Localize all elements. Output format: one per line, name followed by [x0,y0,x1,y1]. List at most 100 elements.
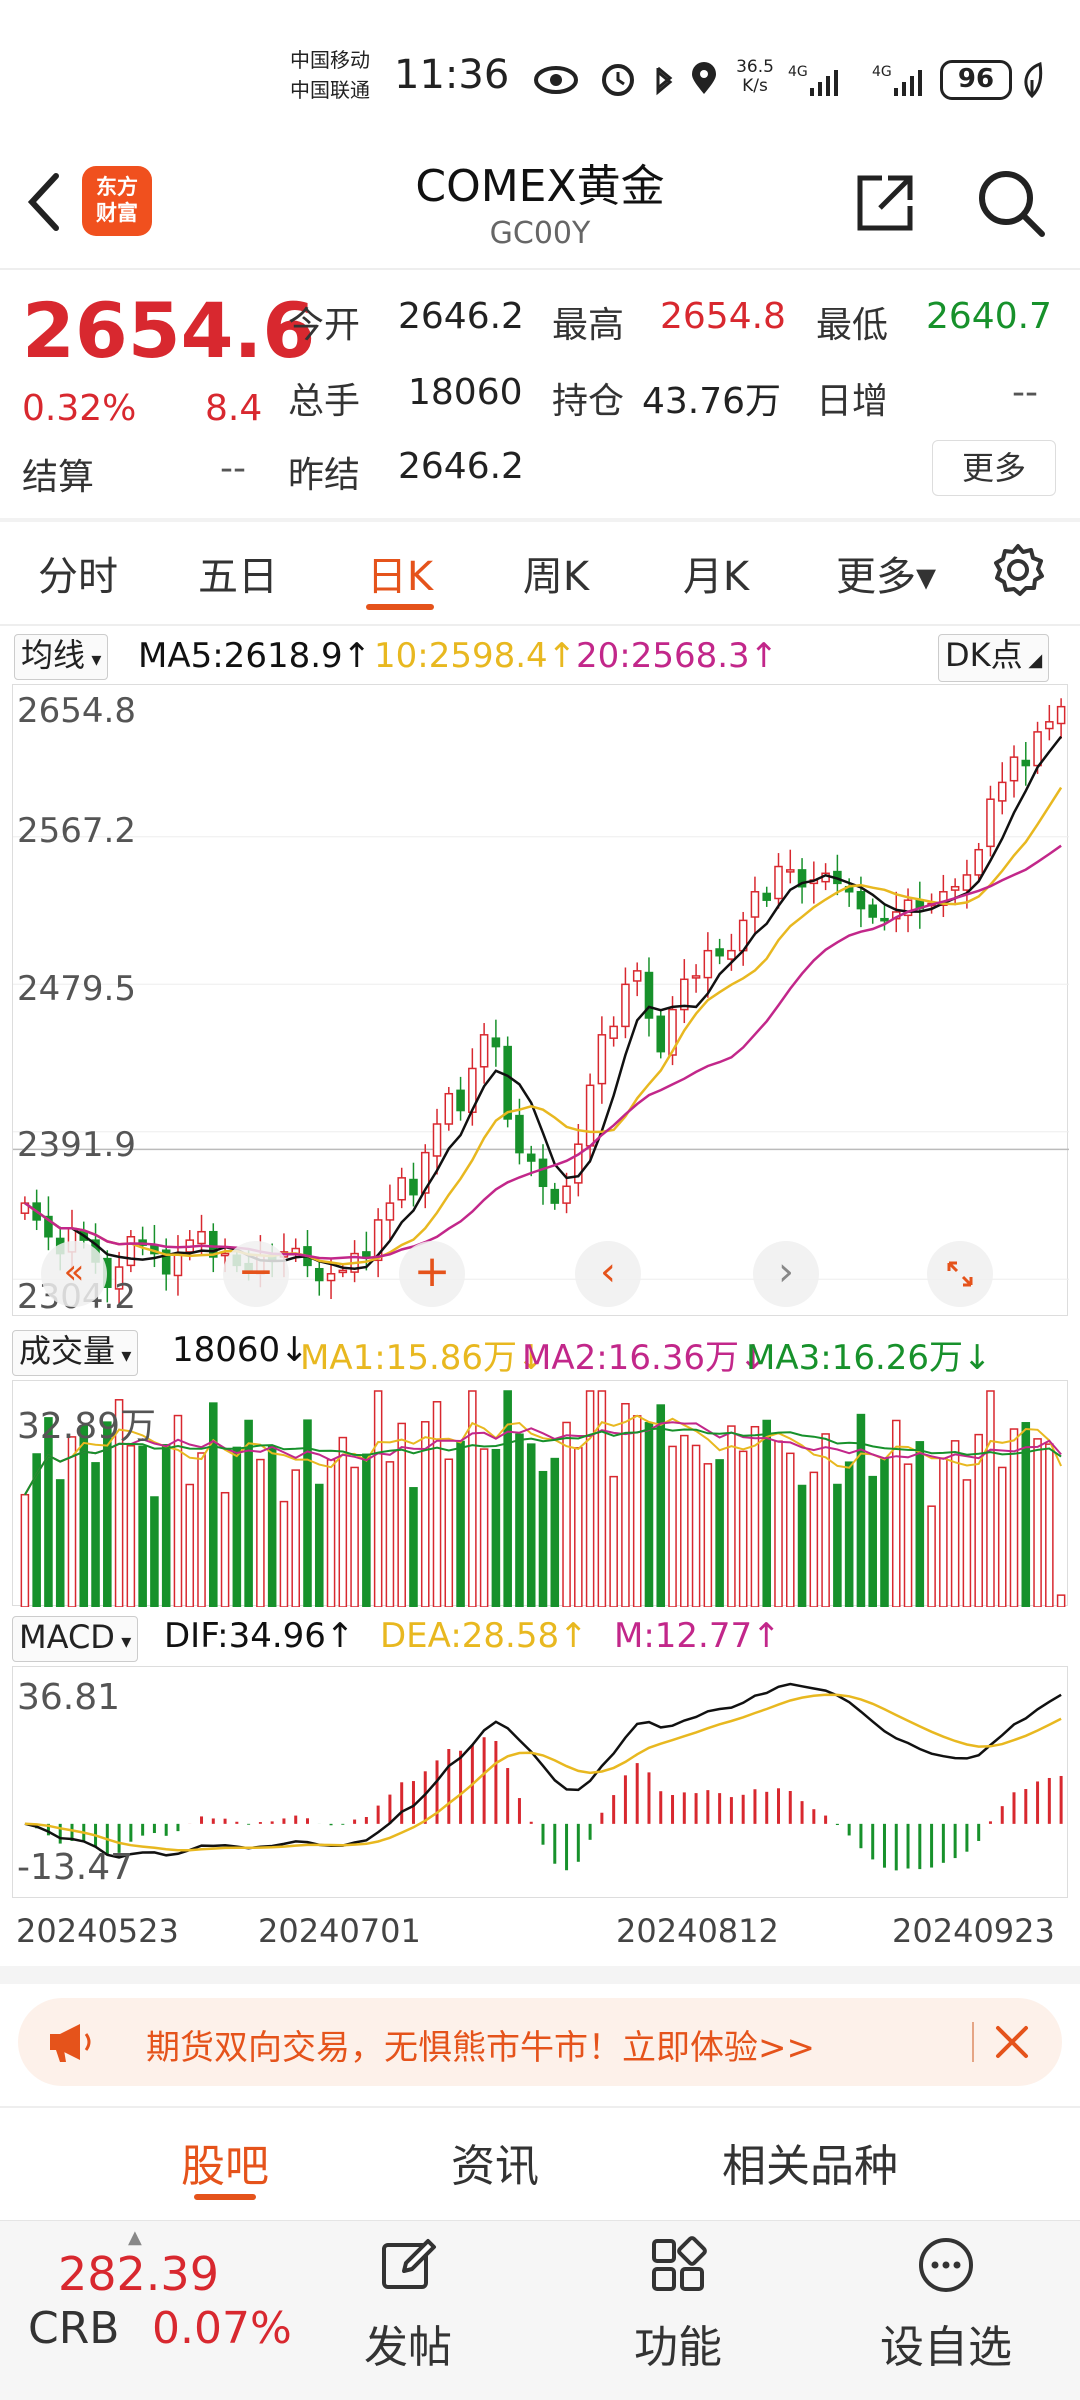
volume-axis-label: 32.89万 [17,1406,157,1447]
megaphone-icon [46,2020,94,2064]
add-watchlist-button[interactable]: 设自选 [880,2322,1012,2373]
candle [456,1089,465,1112]
volume-bar [220,1491,230,1607]
function-button[interactable]: 功能 [634,2322,722,2373]
volume-bar [209,1402,218,1607]
candle [668,1008,677,1056]
signal-4g-icon: 4G [872,64,922,96]
volume-bar [126,1445,136,1607]
candle [161,1249,171,1275]
volume-bar [668,1445,677,1607]
volume-bar [585,1390,595,1607]
volume-bar [55,1479,65,1607]
volume-bar [303,1419,312,1607]
volume-bar [350,1466,359,1607]
zoom-out-icon[interactable]: − [223,1241,289,1307]
candle [526,1153,536,1162]
tab-more[interactable]: 更多▾ [835,554,937,600]
logo-text-2: 财富 [96,201,138,225]
settings-gear-icon[interactable] [990,542,1046,598]
scroll-left-icon[interactable]: ‹ [575,1241,641,1307]
volume-ma2: MA2:16.36万↓ [522,1338,768,1378]
macd-chart[interactable]: 36.81 -13.47 [12,1666,1068,1898]
volume-selector[interactable]: 成交量 ▾ [12,1330,139,1376]
volume-ma2-line [24,1421,1062,1496]
volume-bar [1033,1438,1042,1607]
volume-bar [185,1483,195,1607]
fullscreen-icon[interactable] [927,1241,993,1307]
volume-bar [833,1483,842,1607]
volume-bar [326,1459,336,1607]
candle [656,1015,666,1053]
tab-related[interactable]: 相关品种 [722,2141,898,2192]
ma10-value: 10:2598.4↑ [374,636,577,676]
active-tab-underline [366,604,434,610]
macd-selector[interactable]: MACD ▾ [12,1616,139,1662]
volume-bar [444,1458,454,1607]
price-axis-label: 2479.5 [17,969,136,1009]
volume-bar [468,1390,477,1607]
position-label: 持仓 [552,381,625,422]
tabs-divider [0,624,1080,626]
search-icon[interactable] [976,168,1046,238]
post-button[interactable]: 发帖 [364,2322,452,2373]
volume-bar [362,1453,371,1607]
date-label: 20240701 [258,1912,421,1950]
volume-bar [868,1475,877,1607]
volume-bar [880,1458,889,1607]
volume-bar [562,1421,571,1607]
candle [314,1267,324,1282]
tab-daily-k[interactable]: 日K [366,554,434,600]
scroll-left-fast-icon[interactable]: « [41,1241,107,1307]
ad-banner[interactable]: 期货双向交易，无惧熊市牛市！立即体验>> [18,1998,1062,2086]
scroll-right-icon[interactable]: › [753,1241,819,1307]
tab-forum[interactable]: 股吧 [181,2141,269,2192]
more-button[interactable]: 更多 [932,440,1056,496]
low-label: 最低 [816,305,889,346]
candle [574,1143,583,1184]
volume-bar [44,1417,53,1607]
ad-bottom-divider [0,2106,1080,2108]
share-icon[interactable] [852,170,918,236]
candle [797,869,807,888]
date-label: 20240812 [616,1912,779,1950]
logo-text-1: 东方 [96,175,138,199]
macd-dea: DEA:28.58↑ [380,1616,588,1656]
ma-selector[interactable]: 均线 ▾ [14,634,109,680]
volume-bar [656,1404,666,1607]
volume-bar [432,1401,442,1607]
tab-five-day[interactable]: 五日 [198,554,278,600]
tab-monthly-k[interactable]: 月K [682,554,750,600]
section-gap [0,1966,1080,1984]
volume-bar [79,1425,89,1607]
dk-point-button[interactable]: DK点 ◢ [938,634,1050,682]
open-value: 2646.2 [398,296,524,337]
volume-chart[interactable]: 32.89万 [12,1380,1068,1607]
candle [126,1236,136,1267]
zoom-in-icon[interactable]: + [399,1241,465,1307]
volume-bar [986,1390,995,1607]
grid-function-icon[interactable] [648,2235,708,2295]
kline-chart[interactable]: 2654.8 2567.2 2479.5 2391.9 2304.2 « − +… [12,684,1069,1317]
signal-icons: 4G 4G [788,58,938,102]
close-icon[interactable] [990,2020,1034,2064]
tab-news[interactable]: 资讯 [451,2141,539,2192]
candle [409,1178,418,1196]
tab-weekly-k[interactable]: 周K [522,554,590,600]
alarm-icon [602,64,634,96]
edit-post-icon[interactable] [378,2235,438,2295]
more-dots-icon[interactable] [916,2235,976,2295]
position-value: 43.76万 [642,381,782,422]
volume-bar [138,1445,147,1607]
volume-value: 18060 [408,372,523,413]
candle [550,1188,560,1204]
tab-intraday[interactable]: 分时 [38,554,118,600]
candle [209,1230,218,1258]
collapse-up-icon[interactable]: ▲ [128,2227,142,2248]
back-icon[interactable] [22,170,66,234]
settle-label: 结算 [22,457,95,498]
instrument-code: GC00Y [489,216,591,251]
candle [562,1185,571,1204]
volume-bar [915,1441,925,1607]
volume-label: 总手 [288,381,361,422]
